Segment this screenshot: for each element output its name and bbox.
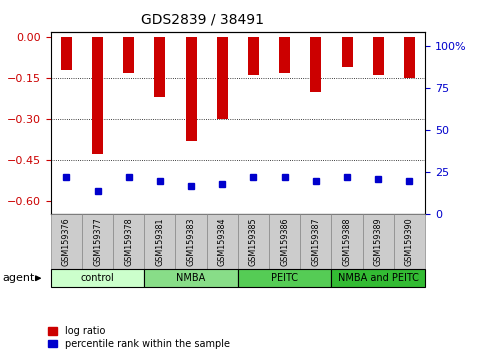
Text: GDS2839 / 38491: GDS2839 / 38491 [142, 12, 264, 27]
Text: GSM159388: GSM159388 [342, 217, 352, 266]
Bar [248, 37, 259, 75]
Bar [279, 37, 290, 73]
Text: GSM159390: GSM159390 [405, 217, 414, 266]
Bar [61, 37, 72, 70]
Text: GSM159384: GSM159384 [218, 217, 227, 266]
Text: control: control [81, 273, 114, 283]
Text: GSM159381: GSM159381 [156, 217, 164, 266]
Bar [341, 37, 353, 67]
Bar [217, 37, 228, 119]
Legend: log ratio, percentile rank within the sample: log ratio, percentile rank within the sa… [48, 326, 230, 349]
Text: PEITC: PEITC [271, 273, 298, 283]
Bar [185, 37, 197, 141]
Bar [373, 37, 384, 75]
Text: GSM159386: GSM159386 [280, 217, 289, 266]
Text: NMBA and PEITC: NMBA and PEITC [338, 273, 419, 283]
Text: GSM159389: GSM159389 [374, 217, 383, 266]
Bar [155, 37, 165, 97]
Bar [404, 37, 415, 78]
Text: GSM159387: GSM159387 [312, 217, 320, 266]
Text: GSM159385: GSM159385 [249, 217, 258, 266]
Text: GSM159383: GSM159383 [186, 217, 196, 266]
Bar [311, 37, 321, 92]
Text: GSM159377: GSM159377 [93, 217, 102, 266]
Text: agent: agent [2, 273, 35, 283]
Text: GSM159376: GSM159376 [62, 217, 71, 266]
Text: GSM159378: GSM159378 [124, 217, 133, 266]
Text: NMBA: NMBA [176, 273, 206, 283]
Bar [123, 37, 134, 73]
Bar [92, 37, 103, 154]
